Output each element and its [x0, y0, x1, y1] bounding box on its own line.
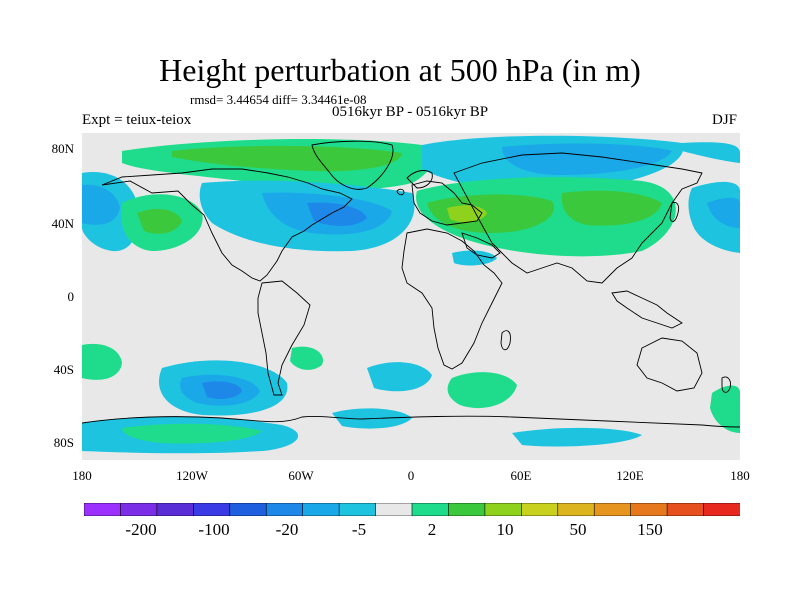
- colorbar-swatch: [448, 503, 486, 516]
- colorbar-swatch: [84, 503, 122, 516]
- eurasia-arctic-negative: [422, 135, 740, 192]
- colorbar-swatch: [338, 503, 377, 516]
- middle-east-negative: [452, 250, 497, 266]
- map-title: Height perturbation at 500 hPa (in m): [159, 52, 641, 88]
- north-pacific-anomalies: [82, 172, 740, 253]
- north-atlantic-negative-anomaly: [199, 180, 415, 252]
- season-label: DJF: [712, 112, 738, 128]
- colorbar-swatch: [557, 503, 596, 516]
- experiment-label: Expt = teiux-teiox: [82, 112, 192, 128]
- colorbar-swatch: [193, 503, 231, 516]
- colorbar-label: 2: [427, 520, 437, 539]
- south-pacific-positive-east: [710, 385, 740, 433]
- colorbar-swatch: [593, 503, 632, 516]
- antarctic-band-anomalies: [82, 408, 642, 454]
- coastlines: [82, 140, 740, 428]
- lon-tick-0: 0: [407, 468, 415, 483]
- lon-tick-180e: 180: [730, 468, 750, 483]
- colorbar-label: -100: [198, 520, 230, 539]
- colorbar-swatch: [703, 503, 740, 516]
- colorbar-swatch: [521, 503, 559, 516]
- arctic-positive-anomaly: [122, 139, 433, 190]
- lat-tick-40n: 40N: [51, 216, 74, 231]
- lon-tick-60e: 60E: [510, 468, 532, 483]
- colorbar-swatch: [156, 503, 195, 516]
- lon-tick-120w: 120W: [176, 468, 208, 483]
- lat-tick-80n: 80N: [51, 141, 74, 156]
- colorbar-swatch: [411, 503, 450, 516]
- colorbar-swatch: [375, 503, 413, 516]
- colorbar-swatch: [120, 503, 158, 516]
- colorbar-swatch: [484, 503, 523, 516]
- lon-tick-60w: 60W: [288, 468, 314, 483]
- lat-tick-0: 0: [67, 289, 75, 304]
- lat-tick-80s: 80S: [53, 435, 74, 450]
- colorbar-label: -5: [351, 520, 367, 539]
- colorbar-swatch: [630, 503, 668, 516]
- map-subtitle: 0516kyr BP - 0516kyr BP: [331, 104, 489, 120]
- south-atlantic-negative: [367, 362, 432, 392]
- lon-tick-120e: 120E: [616, 468, 644, 483]
- southern-pacific-negative-anomaly: [158, 360, 288, 416]
- south-atlantic-positive: [290, 346, 323, 370]
- stats-line: rmsd= 3.44654 diff= 3.34461e-08: [190, 92, 367, 107]
- colorbar-label: 50: [569, 520, 587, 539]
- height-perturbation-map: [82, 133, 740, 460]
- colorbar-label: -200: [125, 520, 157, 539]
- colorbar-swatch: [265, 503, 304, 516]
- lat-tick-40s: 40S: [53, 362, 74, 377]
- eurasia-positive-anomaly: [416, 177, 676, 257]
- lon-tick-180w: 180: [72, 468, 92, 483]
- colorbar-swatch: [666, 503, 705, 516]
- colorbar-label: -20: [275, 520, 299, 539]
- colorbar-label: 150: [637, 520, 663, 539]
- colorbar: [84, 503, 740, 516]
- colorbar-label: 10: [496, 520, 514, 539]
- colorbar-swatch: [302, 503, 340, 516]
- south-indian-positive: [447, 372, 517, 409]
- south-pacific-positive-west: [82, 343, 122, 380]
- colorbar-swatch: [229, 503, 268, 516]
